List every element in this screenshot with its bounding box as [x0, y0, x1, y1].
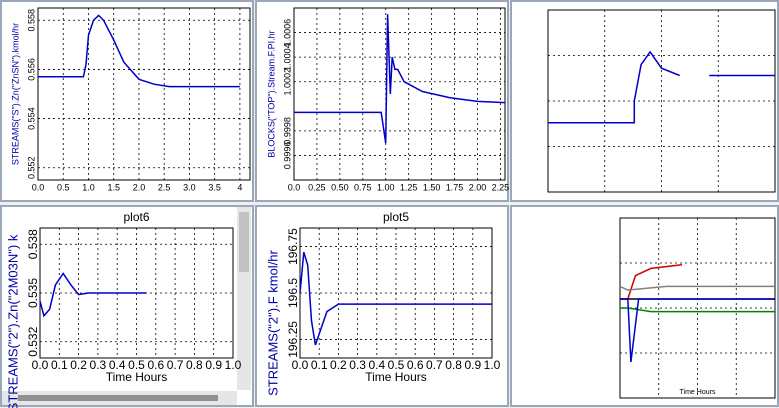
x-tick-label: 0.9 — [464, 358, 481, 372]
window — [255, 0, 509, 202]
x-tick-label: 0.6 — [147, 358, 164, 372]
y-tick-label: 196.25 — [286, 321, 300, 358]
y-tick-label: 0.538 — [26, 229, 40, 259]
y-axis-label: STREAMS("2").Zn("2M03N") k — [5, 234, 20, 408]
y-tick-label: 0.554 — [26, 107, 36, 130]
plot-title: plot5 — [383, 210, 409, 224]
x-tick-label: 0.4 — [109, 358, 126, 372]
x-tick-label: 1.00 — [377, 182, 395, 192]
y-tick-label: 1.0002 — [282, 68, 292, 96]
x-tick-label: 1.0 — [484, 358, 501, 372]
x-tick-label: 0.5 — [57, 182, 70, 192]
x-tick-label: 0.2 — [70, 358, 87, 372]
data-line — [299, 251, 492, 346]
x-tick-label: 1.50 — [423, 182, 441, 192]
y-axis-label: BLOCKS("TOP").Stream.F.PI.hr — [266, 30, 276, 157]
x-tick-label: 0.25 — [308, 182, 326, 192]
x-tick-label: 4 — [237, 182, 242, 192]
window — [0, 0, 254, 202]
x-tick-label: 0.5 — [388, 358, 405, 372]
x-axis-label: Time Hours — [106, 370, 168, 384]
x-axis-label: Time Hours — [365, 370, 427, 384]
x-tick-label: 0.8 — [186, 358, 203, 372]
x-tick-label: 0.7 — [426, 358, 443, 372]
y-tick-label: 0.558 — [26, 9, 36, 32]
plot-title: plot6 — [123, 210, 149, 224]
x-tick-label: 0.75 — [354, 182, 372, 192]
x-tick-label: 0.2 — [330, 358, 347, 372]
x-tick-label: 0.50 — [331, 182, 349, 192]
window — [255, 205, 509, 407]
x-tick-label: 1.0 — [225, 358, 242, 372]
x-tick-label: 0.0 — [32, 358, 49, 372]
data-line — [39, 272, 147, 318]
x-tick-label: 0.1 — [311, 358, 328, 372]
x-tick-label: 1.25 — [400, 182, 418, 192]
y-tick-label: 0.532 — [26, 326, 40, 356]
y-tick-label: 0.552 — [26, 156, 36, 179]
x-tick-label: 0.9 — [205, 358, 222, 372]
x-tick-label: 3.0 — [183, 182, 196, 192]
y-tick-label: 196.75 — [286, 228, 300, 265]
data-line — [38, 14, 240, 88]
window — [0, 205, 254, 407]
x-tick-label: 2.5 — [158, 182, 171, 192]
y-axis-label: STREAMS("S").Zn("ZnSN").kmol/hr — [10, 23, 20, 165]
y-tick-label: 0.9998 — [282, 117, 292, 145]
x-tick-label: 2.0 — [133, 182, 146, 192]
y-tick-label: 0.535 — [26, 278, 40, 308]
x-tick-label: 2.25 — [492, 182, 510, 192]
x-tick-label: 0.8 — [445, 358, 462, 372]
x-tick-label: 0.3 — [90, 358, 107, 372]
y-tick-label: 1.0006 — [282, 19, 292, 47]
y-tick-label: 0.9996 — [282, 142, 292, 170]
data-line — [548, 50, 775, 124]
x-axis-label: Time Hours — [680, 389, 716, 396]
x-tick-label: 3.5 — [208, 182, 221, 192]
y-tick-label: 196.5 — [286, 278, 300, 308]
x-tick-label: 0.7 — [167, 358, 184, 372]
x-tick-label: 0.4 — [368, 358, 385, 372]
x-tick-label: 1.75 — [446, 182, 464, 192]
scroll-thumb[interactable] — [239, 212, 249, 272]
x-tick-label: 1.5 — [107, 182, 120, 192]
x-tick-label: 0.0 — [288, 182, 301, 192]
x-tick-label: 2.00 — [469, 182, 487, 192]
x-tick-label: 0.6 — [407, 358, 424, 372]
x-tick-label: 0.0 — [32, 182, 45, 192]
x-tick-label: 0.3 — [349, 358, 366, 372]
data-line — [620, 298, 775, 363]
data-line — [294, 14, 506, 144]
x-tick-label: 0.1 — [51, 358, 68, 372]
y-axis-label: STREAMS("2").F kmol/hr — [265, 249, 280, 395]
data-line — [619, 285, 775, 291]
x-tick-label: 0.0 — [292, 358, 309, 372]
scroll-thumb[interactable] — [18, 395, 218, 401]
y-tick-label: 0.556 — [26, 58, 36, 81]
window — [510, 205, 779, 407]
data-line — [620, 307, 775, 313]
x-tick-label: 1.0 — [82, 182, 95, 192]
y-tick-label: 1.0004 — [282, 43, 292, 71]
x-tick-label: 0.5 — [128, 358, 145, 372]
